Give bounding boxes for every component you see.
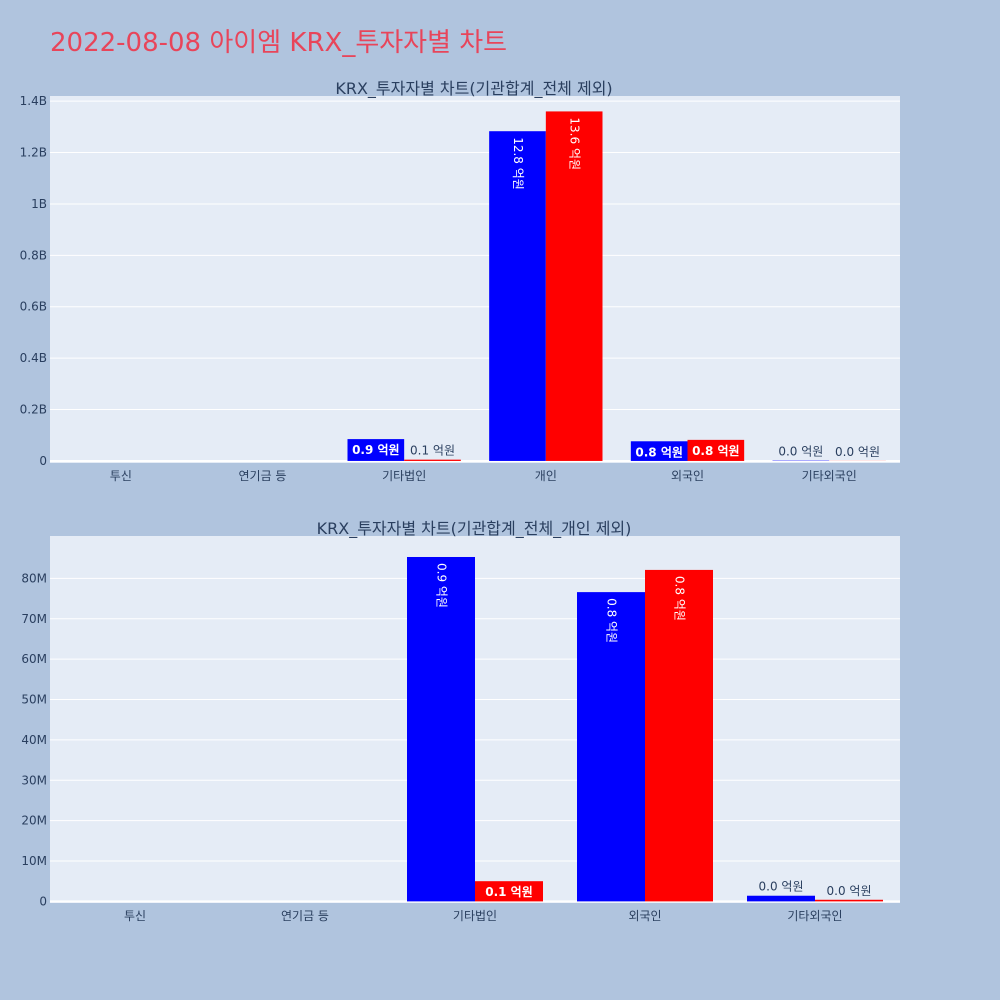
x-tick-label: 연기금 등 (239, 469, 287, 483)
y-tick-label: 0.8B (20, 248, 47, 262)
x-tick-label: 연기금 등 (281, 909, 329, 923)
page-title: 2022-08-08 아이엠 KRX_투자자별 차트 (50, 28, 508, 58)
bar-data-label: 0.1 억원 (485, 885, 533, 899)
chart-top: KRX_투자자별 차트(기관합계_전체 제외) 0 0.2B 0.4B 0.6B 0.8B… (20, 79, 900, 483)
bar-data-label: 0.0 억원 (778, 445, 823, 459)
x-tick-label: 기타법인 (382, 469, 426, 483)
x-tick-label: 개인 (535, 469, 557, 483)
bar-data-label: 0.0 억원 (827, 884, 872, 898)
y-tick-label: 60M (21, 652, 47, 666)
chart-title: KRX_투자자별 차트(기관합계_전체 제외) (335, 79, 612, 99)
y-tick-label: 0 (39, 454, 47, 468)
bar-series-1 (630, 441, 688, 461)
bar-data-label: 0.8 억원 (692, 444, 740, 458)
bar-data-label: 0.1 억원 (410, 444, 455, 458)
bar-data-label: 0.0 억원 (835, 445, 880, 459)
y-tick-label: 1.2B (20, 146, 47, 160)
y-tick-label: 0.4B (20, 351, 47, 365)
y-tick-label: 40M (21, 733, 47, 747)
bar-data-label: 0.8 억원 (605, 598, 619, 643)
y-tick-label: 0.2B (20, 403, 47, 417)
bar-series-2 (815, 899, 883, 902)
y-tick-label: 80M (21, 571, 47, 585)
bar-series-1 (489, 131, 546, 461)
y-tick-label: 1B (31, 197, 47, 211)
plot-area (50, 96, 900, 463)
bar-series-1 (407, 556, 475, 902)
x-tick-label: 기타외국인 (787, 909, 842, 923)
bar-series-2 (475, 881, 543, 902)
bar-series-2 (545, 111, 603, 461)
x-tick-label: 기타외국인 (802, 469, 857, 483)
bar-series-1 (347, 439, 405, 461)
y-tick-label: 10M (21, 854, 47, 868)
bar-series-1 (747, 895, 815, 902)
bar-series-2 (645, 569, 713, 902)
bar-series-2 (404, 459, 461, 461)
y-tick-label: 0.6B (20, 300, 47, 314)
chart-title: KRX_투자자별 차트(기관합계_전체_개인 제외) (317, 519, 632, 539)
y-tick-label: 30M (21, 773, 47, 787)
y-tick-label: 1.4B (20, 94, 47, 108)
y-tick-label: 50M (21, 693, 47, 707)
bar-data-label: 13.6 억원 (568, 117, 582, 170)
chart-bottom: KRX_투자자별 차트(기관합계_전체_개인 제외) 0 10M 20M 30M 40M 5… (21, 519, 900, 923)
bar-series-1 (577, 592, 645, 902)
bar-data-label: 0.8 억원 (635, 445, 683, 459)
bar-series-2 (687, 439, 745, 461)
x-tick-label: 투신 (124, 909, 146, 923)
x-tick-label: 외국인 (671, 469, 704, 483)
x-tick-label: 투신 (110, 469, 132, 483)
y-tick-label: 0 (39, 894, 47, 908)
y-tick-label: 70M (21, 612, 47, 626)
x-tick-label: 외국인 (628, 909, 661, 923)
bar-data-label: 0.0 억원 (759, 880, 804, 894)
bar-data-label: 0.9 억원 (435, 563, 449, 608)
y-tick-label: 20M (21, 814, 47, 828)
x-tick-label: 기타법인 (453, 909, 497, 923)
bar-data-label: 0.9 억원 (352, 443, 400, 457)
bar-data-label: 12.8 억원 (511, 137, 525, 190)
bar-data-label: 0.8 억원 (673, 576, 687, 621)
